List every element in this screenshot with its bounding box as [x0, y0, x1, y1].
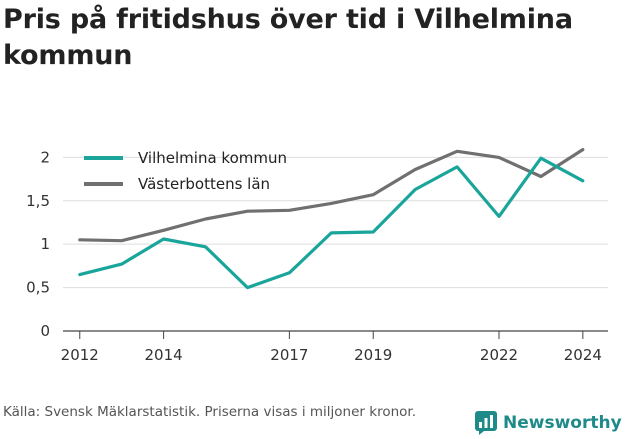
y-axis-ticks: 0 0,5 1 1,5 2 — [26, 148, 50, 340]
legend: Vilhelmina kommun Västerbottens län — [84, 149, 287, 193]
legend-label: Vilhelmina kommun — [138, 149, 287, 167]
gridlines — [63, 156, 608, 332]
y-tick-label: 0 — [40, 322, 50, 340]
x-tick-label: 2017 — [270, 346, 308, 364]
y-tick-label: 1 — [40, 235, 50, 253]
x-tick-label: 2012 — [61, 346, 99, 364]
y-tick-label: 1,5 — [26, 192, 50, 210]
series-line-västerbottens-län — [78, 148, 585, 243]
brand-name: Newsworthy — [503, 413, 622, 433]
x-tick-label: 2022 — [480, 346, 518, 364]
x-axis-ticks: 2012 2014 2017 2019 2022 2024 — [61, 331, 602, 364]
chart-title: Pris på fritidshus över tid i Vilhelmina… — [3, 4, 573, 71]
line-chart: 0 0,5 1 1,5 2 2012 2014 2017 2019 2022 2024 Vilhe… — [26, 148, 608, 364]
legend-label: Västerbottens län — [138, 175, 270, 193]
x-tick-label: 2024 — [564, 346, 602, 364]
y-tick-label: 0,5 — [26, 279, 50, 297]
newsworthy-logo: Newsworthy — [475, 410, 622, 436]
series-lines — [78, 148, 585, 290]
x-tick-label: 2019 — [354, 346, 392, 364]
x-tick-label: 2014 — [145, 346, 183, 364]
series-line-vilhelmina-kommun — [78, 156, 585, 290]
newsworthy-logo-icon — [475, 411, 497, 435]
source-note: Källa: Svensk Mäklarstatistik. Priserna … — [3, 404, 417, 420]
y-tick-label: 2 — [40, 148, 50, 166]
